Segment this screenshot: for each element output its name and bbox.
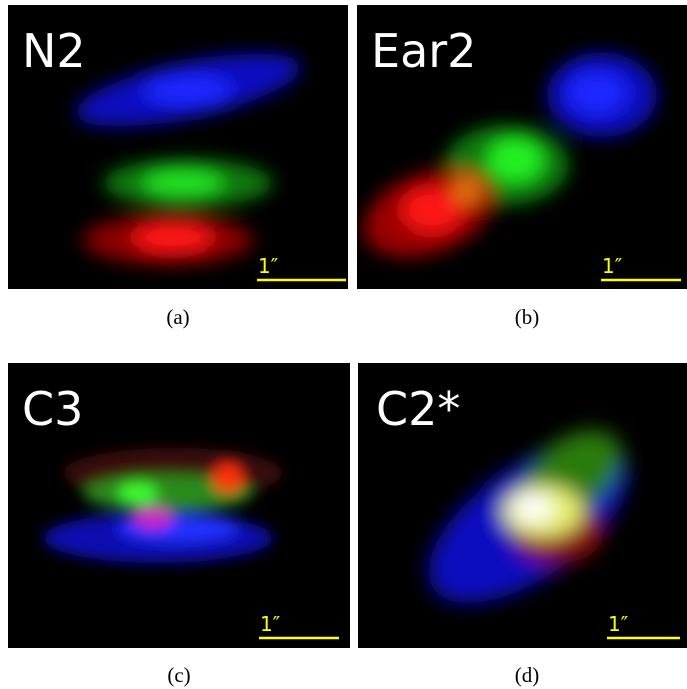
scale-label: 1″: [260, 612, 280, 636]
panel-label: Ear2: [371, 24, 476, 78]
panel-label: C2*: [376, 382, 460, 436]
caption: (b): [514, 305, 540, 329]
scale-label: 1″: [608, 612, 628, 636]
image: [75, 53, 301, 265]
image: [363, 53, 657, 258]
image: [428, 430, 628, 603]
panel-label: C3: [22, 382, 83, 436]
panel-b: Ear2 1″: [357, 5, 687, 289]
scale-label: 1″: [258, 254, 278, 278]
caption: (a): [166, 305, 190, 329]
caption: (d): [514, 663, 540, 687]
panel-d: C2* 1″: [358, 363, 687, 648]
panel-a: N2 1″: [8, 5, 348, 289]
panel-c: C3 1″: [8, 363, 350, 648]
caption: (c): [167, 663, 191, 687]
scale-label: 1″: [602, 254, 622, 278]
panel-label: N2: [22, 24, 86, 78]
image: [43, 448, 283, 563]
